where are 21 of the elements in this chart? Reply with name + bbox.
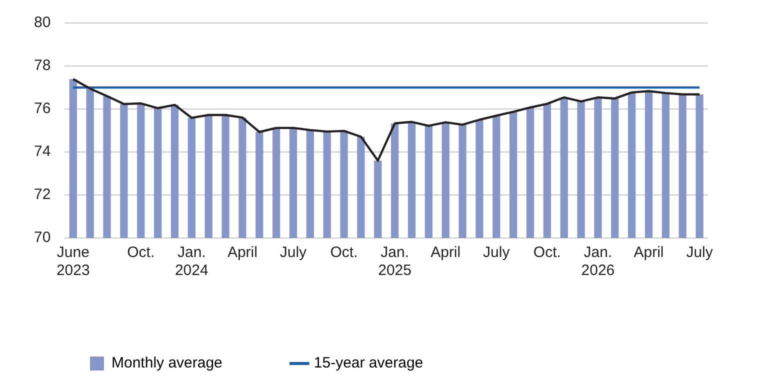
x-tick-label: Jan. 2026 [581,244,615,280]
legend-label: 15-year average [314,354,424,372]
y-tick-label: 76 [34,100,51,118]
x-tick-label: Jan. 2024 [174,244,208,280]
x-tick-label: Jan. 2025 [378,244,412,280]
x-tick-label: July [280,244,308,262]
x-tick-label: April [227,244,258,262]
y-tick-label: 70 [34,229,51,246]
x-tick-label: Oct. [127,244,155,262]
y-tick-label: 80 [34,14,51,32]
legend-label: Monthly average [112,354,222,372]
x-tick-label: April [634,244,664,262]
y-tick-label: 72 [34,186,51,204]
x-tick-label: June 2023 [56,244,90,280]
x-tick-label: July [686,244,714,262]
x-tick-label: July [483,244,510,262]
x-tick-label: Oct. [330,244,358,262]
x-tick-label: Oct. [533,244,561,262]
x-tick-label: April [430,244,461,262]
y-tick-label: 74 [34,143,51,160]
y-tick-label: 78 [34,57,51,74]
